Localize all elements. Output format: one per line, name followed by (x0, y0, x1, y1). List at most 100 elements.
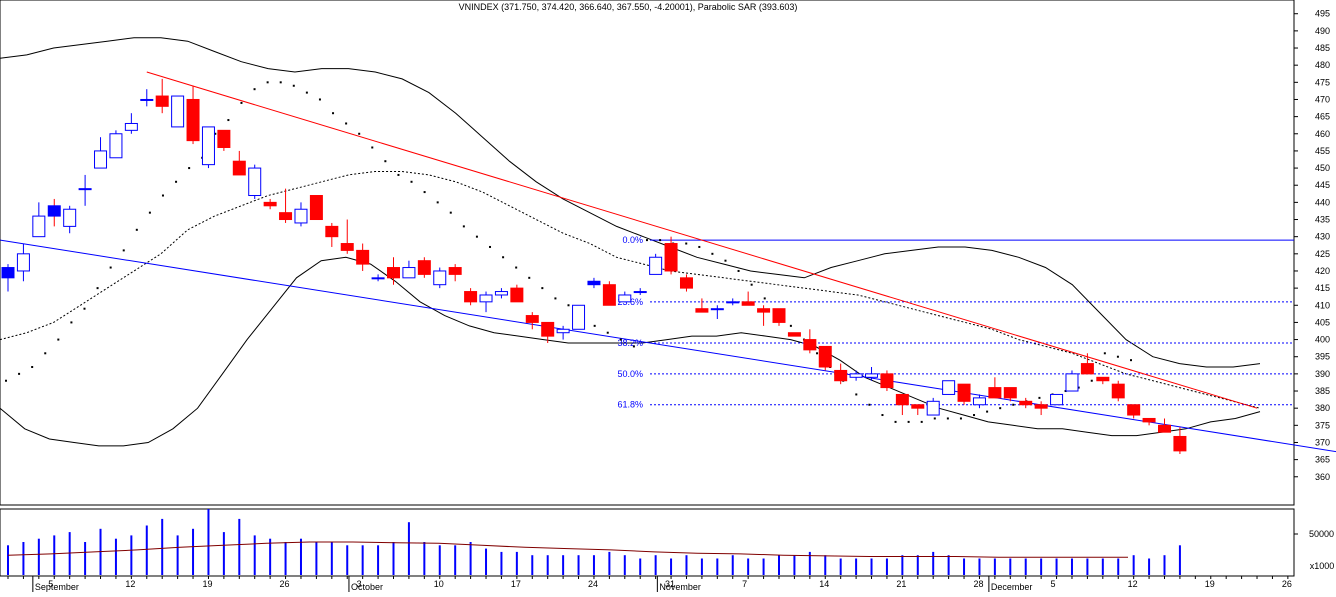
candle-body (1111, 383, 1125, 399)
candle-body (464, 291, 478, 303)
candle-body (171, 95, 185, 128)
sar-dot (240, 101, 243, 104)
sar-dot (44, 352, 47, 355)
fib-level-label: 61.8% (617, 400, 643, 410)
price-axis-tick-label: 445 (1315, 180, 1330, 190)
sar-dot (489, 245, 492, 248)
sar-dot (645, 239, 648, 242)
candle-body (911, 404, 925, 409)
sar-dot (31, 366, 34, 369)
fibonacci-retracement: 0.0%23.6%38.2%50.0%61.8% (617, 235, 1294, 410)
sar-dot (816, 352, 819, 355)
price-axis-tick-label: 435 (1315, 215, 1330, 225)
candle-body (1173, 435, 1187, 452)
sar-dot (973, 414, 976, 417)
time-axis-tick-label: 3 (357, 579, 362, 589)
sar-dot (397, 173, 400, 176)
candle-body (78, 188, 92, 191)
sar-dot (593, 324, 596, 327)
sar-dot (1012, 403, 1015, 406)
candle-body (541, 321, 555, 337)
candle-body (587, 280, 601, 286)
candle-body (387, 267, 400, 279)
bollinger-upper-line (0, 37, 1261, 368)
price-axis-tick-label: 365 (1315, 455, 1330, 465)
price-axis-tick-label: 475 (1315, 77, 1330, 87)
time-axis-tick-label: 17 (511, 579, 521, 589)
candle-body (1034, 404, 1048, 409)
sar-dot (410, 180, 413, 183)
candle-body (633, 291, 647, 294)
sar-dot (462, 225, 465, 228)
sar-dot (371, 146, 374, 149)
price-axis: 360 365 370 375 380 385 390 395 400 405 410 415 420 4… (1294, 9, 1330, 482)
sar-dot (698, 245, 701, 248)
sar-dot (1116, 355, 1119, 358)
sar-dot (18, 372, 21, 375)
sar-dot (266, 81, 269, 84)
sar-dot (737, 269, 740, 272)
candle-body (1003, 387, 1017, 399)
sar-dot (1038, 396, 1041, 399)
candle-body (865, 373, 879, 378)
trendline (0, 239, 1336, 453)
candle-body (263, 201, 277, 207)
price-axis-tick-label: 495 (1315, 9, 1330, 19)
price-axis-tick-label: 370 (1315, 437, 1330, 447)
time-axis-tick-label: 31 (665, 579, 675, 589)
candle-body (972, 397, 986, 406)
sar-dot (423, 191, 426, 194)
candle-body (94, 150, 108, 169)
candle-body (741, 301, 755, 306)
volume-scale-label: x1000 (1310, 561, 1335, 571)
sar-dot (894, 420, 897, 423)
price-axis-tick-label: 385 (1315, 386, 1330, 396)
candle-body (695, 308, 709, 313)
sar-dot (541, 287, 544, 290)
candle-body (494, 291, 508, 296)
candle-body (109, 133, 123, 159)
price-axis-tick-label: 395 (1315, 352, 1330, 362)
candle-body (1080, 363, 1094, 375)
candle-body (448, 267, 462, 275)
candle-body (556, 328, 570, 334)
price-axis-tick-label: 480 (1315, 60, 1330, 70)
sar-dot (502, 256, 505, 259)
candle-body (726, 301, 740, 304)
sar-dot (253, 88, 256, 91)
sar-dot (135, 228, 138, 231)
sar-dot (724, 259, 727, 262)
candle-body (772, 308, 786, 323)
price-panel-frame (0, 0, 1295, 506)
sar-dot (619, 338, 622, 341)
candle-body (572, 304, 586, 330)
sar-dot (959, 417, 962, 420)
candlesticks (1, 78, 1187, 454)
candle-body (757, 308, 771, 313)
time-axis-tick-label: 14 (819, 579, 829, 589)
sar-dot (868, 403, 871, 406)
price-axis-tick-label: 360 (1315, 472, 1330, 482)
price-axis-tick-label: 465 (1315, 112, 1330, 122)
sar-dot (567, 304, 570, 307)
candle-body (124, 122, 138, 131)
time-axis-tick-label: 19 (1205, 579, 1215, 589)
candle-body (155, 95, 169, 107)
candle-body (402, 267, 416, 279)
candle-body (664, 243, 678, 272)
bollinger-bands (0, 37, 1261, 447)
price-axis-tick-label: 415 (1315, 283, 1330, 293)
candle-body (294, 208, 308, 224)
candle-body (710, 308, 724, 311)
sar-dot (685, 242, 688, 245)
candle-body (525, 315, 539, 323)
chart-title: VNINDEX (371.750, 374.420, 366.640, 367.… (459, 2, 798, 12)
sar-dot (449, 211, 452, 214)
candle-body (942, 380, 956, 395)
candle-body (371, 277, 385, 280)
sar-dot (515, 266, 518, 269)
time-axis-tick-label: 12 (125, 579, 135, 589)
candle-body (356, 249, 370, 265)
price-axis-tick-label: 450 (1315, 163, 1330, 173)
